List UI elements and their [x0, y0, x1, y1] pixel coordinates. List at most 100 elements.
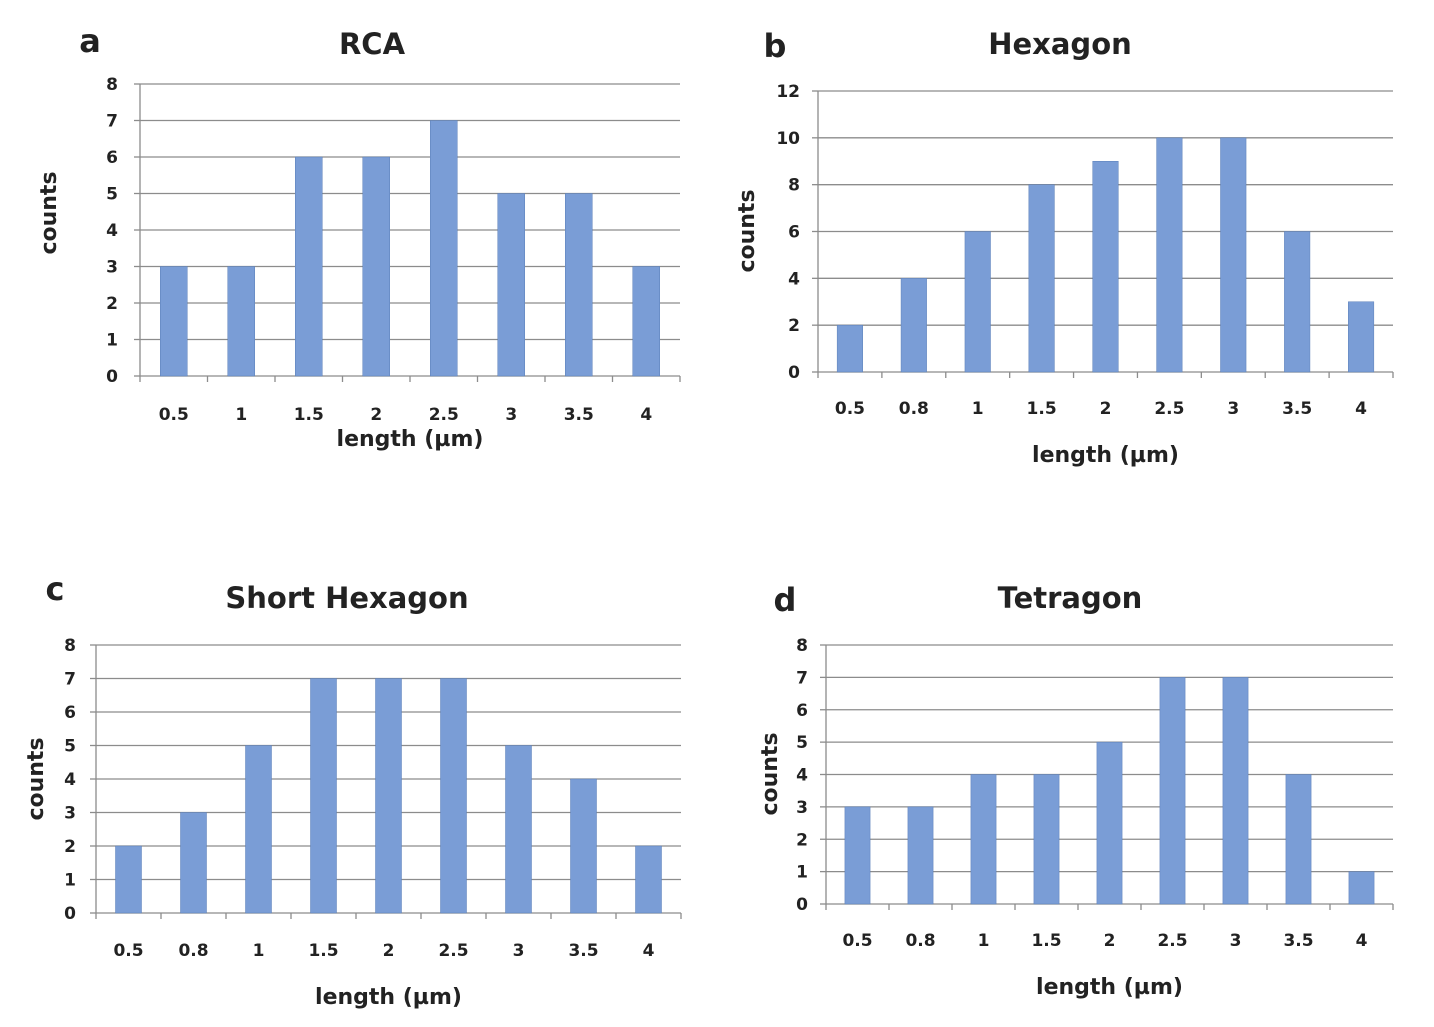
bar [900, 278, 927, 373]
y-tick-label: 3 [106, 258, 118, 278]
chart-title: RCA [339, 27, 406, 61]
y-tick-label: 4 [106, 221, 118, 241]
bar [1348, 301, 1375, 373]
bar [1220, 137, 1247, 373]
y-tick-label: 4 [796, 766, 808, 786]
x-tick-label: 2 [383, 941, 395, 961]
y-tick-label: 12 [776, 82, 800, 102]
x-tick-label: 0.5 [835, 399, 865, 419]
x-tick-label: 1 [978, 931, 990, 951]
y-tick-label: 0 [788, 363, 800, 383]
bar [565, 193, 593, 377]
bar [964, 231, 991, 373]
y-axis-label: counts [37, 171, 62, 254]
bar [160, 266, 188, 377]
bar [907, 806, 934, 905]
x-tick-label: 1 [253, 941, 265, 961]
x-axis-label: length (µm) [1032, 443, 1179, 468]
x-tick-label: 3.5 [564, 405, 594, 425]
x-tick-label: 1.5 [1027, 399, 1057, 419]
chart-panel-a: 0 1 2 3 4 5 6 7 8 0.5 1 1.5 2 2.5 3 3.5 4 a RCA length (µm)… [37, 22, 681, 452]
y-tick-label: 8 [106, 75, 118, 95]
panel-letter: b [764, 27, 787, 65]
x-axis-label: length (µm) [315, 985, 462, 1010]
y-tick-label: 7 [64, 670, 76, 690]
x-tick-label: 2.5 [438, 941, 468, 961]
y-tick-label: 1 [796, 863, 808, 883]
x-tick-label: 2.5 [1154, 399, 1184, 419]
y-tick-label: 3 [64, 804, 76, 824]
y-tick-label: 6 [106, 148, 118, 168]
x-tick-label: 3 [1227, 399, 1239, 419]
y-tick-label: 1 [106, 331, 118, 351]
bar [115, 845, 142, 914]
bar [362, 156, 390, 377]
chart-panel-b: 0 2 4 6 8 10 12 0.5 0.8 1 1.5 2 2.5 3 3.5 4 b Hexagon leng… [735, 27, 1394, 468]
panel-letter: a [79, 22, 101, 60]
y-tick-label: 5 [796, 733, 808, 753]
bar [1092, 161, 1119, 373]
x-tick-label: 3.5 [1282, 399, 1312, 419]
bar [1222, 677, 1249, 905]
bar [440, 678, 467, 914]
y-tick-label: 7 [106, 112, 118, 132]
y-tick-label: 1 [64, 871, 76, 891]
bar [1159, 677, 1186, 905]
bar [1028, 184, 1055, 373]
x-tick-label: 1.5 [294, 405, 324, 425]
x-tick-label: 0.8 [178, 941, 208, 961]
y-tick-label: 5 [106, 185, 118, 205]
bar [1033, 774, 1060, 905]
y-tick-label: 8 [796, 636, 808, 656]
y-tick-label: 5 [64, 737, 76, 757]
y-tick-label: 4 [788, 269, 800, 289]
x-tick-label: 3.5 [1283, 931, 1313, 951]
x-tick-label: 0.8 [899, 399, 929, 419]
x-tick-label: 4 [640, 405, 652, 425]
bar [1284, 231, 1311, 373]
chart-panel-c: 0 1 2 3 4 5 6 7 8 0.5 0.8 1 1.5 2 2.5 3 3.5 4 c Short Hexag… [24, 570, 682, 1010]
y-tick-label: 6 [796, 701, 808, 721]
x-tick-label: 3.5 [568, 941, 598, 961]
bar [497, 193, 525, 377]
bar [836, 324, 863, 373]
y-tick-label: 0 [106, 367, 118, 387]
x-tick-label: 0.5 [159, 405, 189, 425]
y-tick-label: 2 [788, 316, 800, 336]
y-tick-label: 6 [788, 223, 800, 243]
bar [375, 678, 402, 914]
bar [245, 745, 272, 914]
y-tick-label: 2 [64, 837, 76, 857]
x-axis-label: length (µm) [337, 427, 484, 452]
y-tick-label: 2 [106, 294, 118, 314]
y-tick-label: 8 [64, 636, 76, 656]
x-tick-label: 2.5 [429, 405, 459, 425]
y-tick-label: 8 [788, 176, 800, 196]
y-tick-label: 7 [796, 668, 808, 688]
x-tick-label: 2 [1104, 931, 1116, 951]
y-axis-label: counts [758, 732, 783, 815]
x-tick-label: 3 [513, 941, 525, 961]
bar [505, 745, 532, 914]
x-tick-label: 0.5 [842, 931, 872, 951]
y-tick-label: 0 [64, 904, 76, 924]
x-tick-label: 1 [972, 399, 984, 419]
bar [430, 120, 458, 377]
bar [1096, 741, 1123, 905]
y-tick-label: 10 [776, 129, 800, 149]
y-tick-label: 2 [796, 830, 808, 850]
bar [1156, 137, 1183, 373]
x-tick-label: 4 [643, 941, 655, 961]
bar [1285, 774, 1312, 905]
x-tick-label: 0.5 [113, 941, 143, 961]
y-tick-label: 0 [796, 895, 808, 915]
x-tick-label: 2 [1100, 399, 1112, 419]
x-tick-label: 3 [1230, 931, 1242, 951]
bar [970, 774, 997, 905]
y-tick-label: 3 [796, 798, 808, 818]
bar [227, 266, 255, 377]
bar [635, 845, 662, 914]
x-tick-label: 4 [1356, 931, 1368, 951]
y-tick-label: 6 [64, 703, 76, 723]
bar [180, 812, 207, 914]
